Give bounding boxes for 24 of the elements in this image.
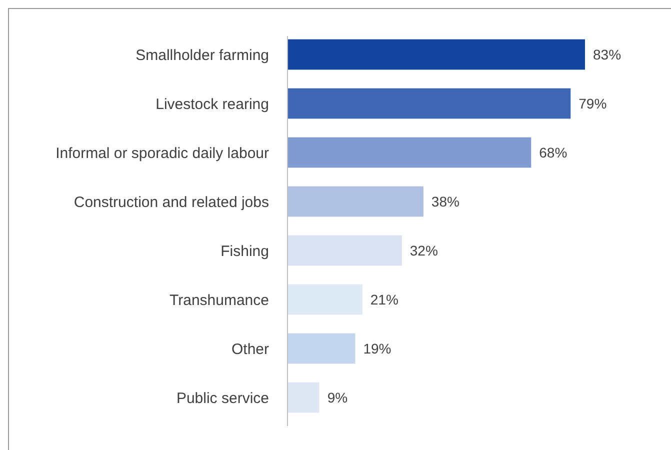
y-tick-label: Other xyxy=(231,340,270,358)
y-tick-label: Informal or sporadic daily labour xyxy=(56,144,269,162)
data-label: 32% xyxy=(410,242,438,258)
data-label: 79% xyxy=(578,95,607,112)
y-tick-label: Public service xyxy=(176,390,269,407)
bar xyxy=(287,39,585,70)
data-label: 9% xyxy=(327,389,348,406)
data-label: 68% xyxy=(539,144,568,160)
bar xyxy=(287,235,402,266)
y-tick-label: Smallholder farming xyxy=(136,46,269,64)
y-tick-label: Construction and related jobs xyxy=(74,194,269,211)
data-label: 83% xyxy=(593,46,622,62)
bar xyxy=(287,333,356,364)
data-label: 21% xyxy=(370,291,398,308)
bar xyxy=(287,88,571,119)
y-tick-label: Fishing xyxy=(220,242,269,260)
data-label: 19% xyxy=(363,340,392,356)
bar xyxy=(287,186,424,217)
data-label: 38% xyxy=(431,193,460,210)
bar xyxy=(287,382,320,413)
bar xyxy=(287,284,362,315)
y-tick-label: Livestock rearing xyxy=(156,96,269,113)
y-tick-label: Transhumance xyxy=(170,292,269,309)
bar xyxy=(287,137,532,168)
